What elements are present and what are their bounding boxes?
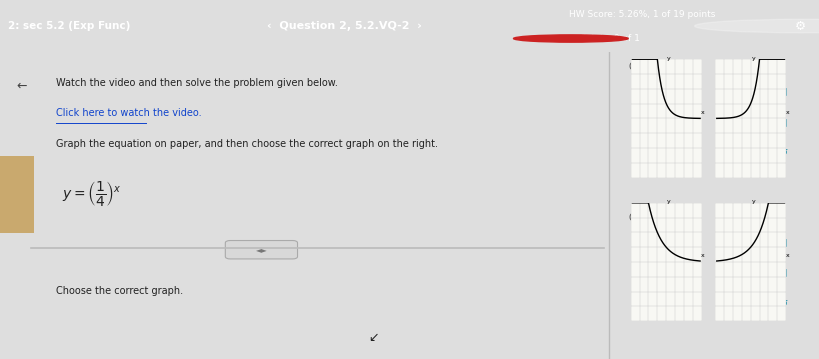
- Text: O: O: [726, 62, 735, 73]
- Text: ↺: ↺: [780, 148, 788, 158]
- Text: 🔍: 🔍: [683, 238, 688, 247]
- Text: Click here to watch the video.: Click here to watch the video.: [56, 108, 201, 118]
- Text: x: x: [785, 253, 789, 258]
- Text: x: x: [568, 36, 573, 42]
- Text: 🔍: 🔍: [781, 269, 786, 278]
- Text: ↺: ↺: [681, 148, 690, 158]
- Text: $y=\left(\dfrac{1}{4}\right)^x$: $y=\left(\dfrac{1}{4}\right)^x$: [62, 179, 122, 208]
- Text: 2: sec 5.2 (Exp Func): 2: sec 5.2 (Exp Func): [8, 21, 130, 31]
- Text: O: O: [726, 213, 735, 223]
- Text: HW Score: 5.26%, 1 of 19 points: HW Score: 5.26%, 1 of 19 points: [569, 10, 716, 19]
- Text: 🔍: 🔍: [683, 269, 688, 278]
- Text: ←: ←: [16, 79, 27, 92]
- Text: 🔍: 🔍: [781, 88, 786, 97]
- Circle shape: [514, 35, 628, 42]
- Text: ◄►: ◄►: [256, 245, 267, 254]
- Text: O: O: [628, 213, 636, 223]
- Text: Choose the correct graph.: Choose the correct graph.: [56, 286, 183, 297]
- Text: x: x: [701, 110, 704, 115]
- Text: Points: 0 of 1: Points: 0 of 1: [581, 34, 640, 43]
- Text: Watch the video and then solve the problem given below.: Watch the video and then solve the probl…: [56, 78, 338, 88]
- Text: ↺: ↺: [780, 299, 788, 309]
- Text: O: O: [628, 62, 636, 73]
- Text: 🔍: 🔍: [781, 238, 786, 247]
- Text: ↺: ↺: [681, 299, 690, 309]
- Text: 🔍: 🔍: [781, 118, 786, 127]
- FancyBboxPatch shape: [225, 241, 297, 259]
- Bar: [0, 157, 34, 233]
- Text: ⚙: ⚙: [795, 19, 807, 33]
- Text: y: y: [752, 199, 755, 204]
- Text: y: y: [667, 199, 671, 204]
- Text: 🔍: 🔍: [683, 88, 688, 97]
- Text: x: x: [785, 110, 789, 115]
- Text: ↙: ↙: [369, 331, 378, 344]
- Text: y: y: [667, 56, 671, 61]
- Circle shape: [695, 19, 819, 33]
- Text: x: x: [701, 253, 704, 258]
- Text: Graph the equation on paper, and then choose the correct graph on the right.: Graph the equation on paper, and then ch…: [56, 139, 438, 149]
- Text: ‹  Question 2, 5.2.VQ-2  ›: ‹ Question 2, 5.2.VQ-2 ›: [267, 21, 421, 31]
- Text: 🔍: 🔍: [683, 118, 688, 127]
- Text: y: y: [752, 56, 755, 61]
